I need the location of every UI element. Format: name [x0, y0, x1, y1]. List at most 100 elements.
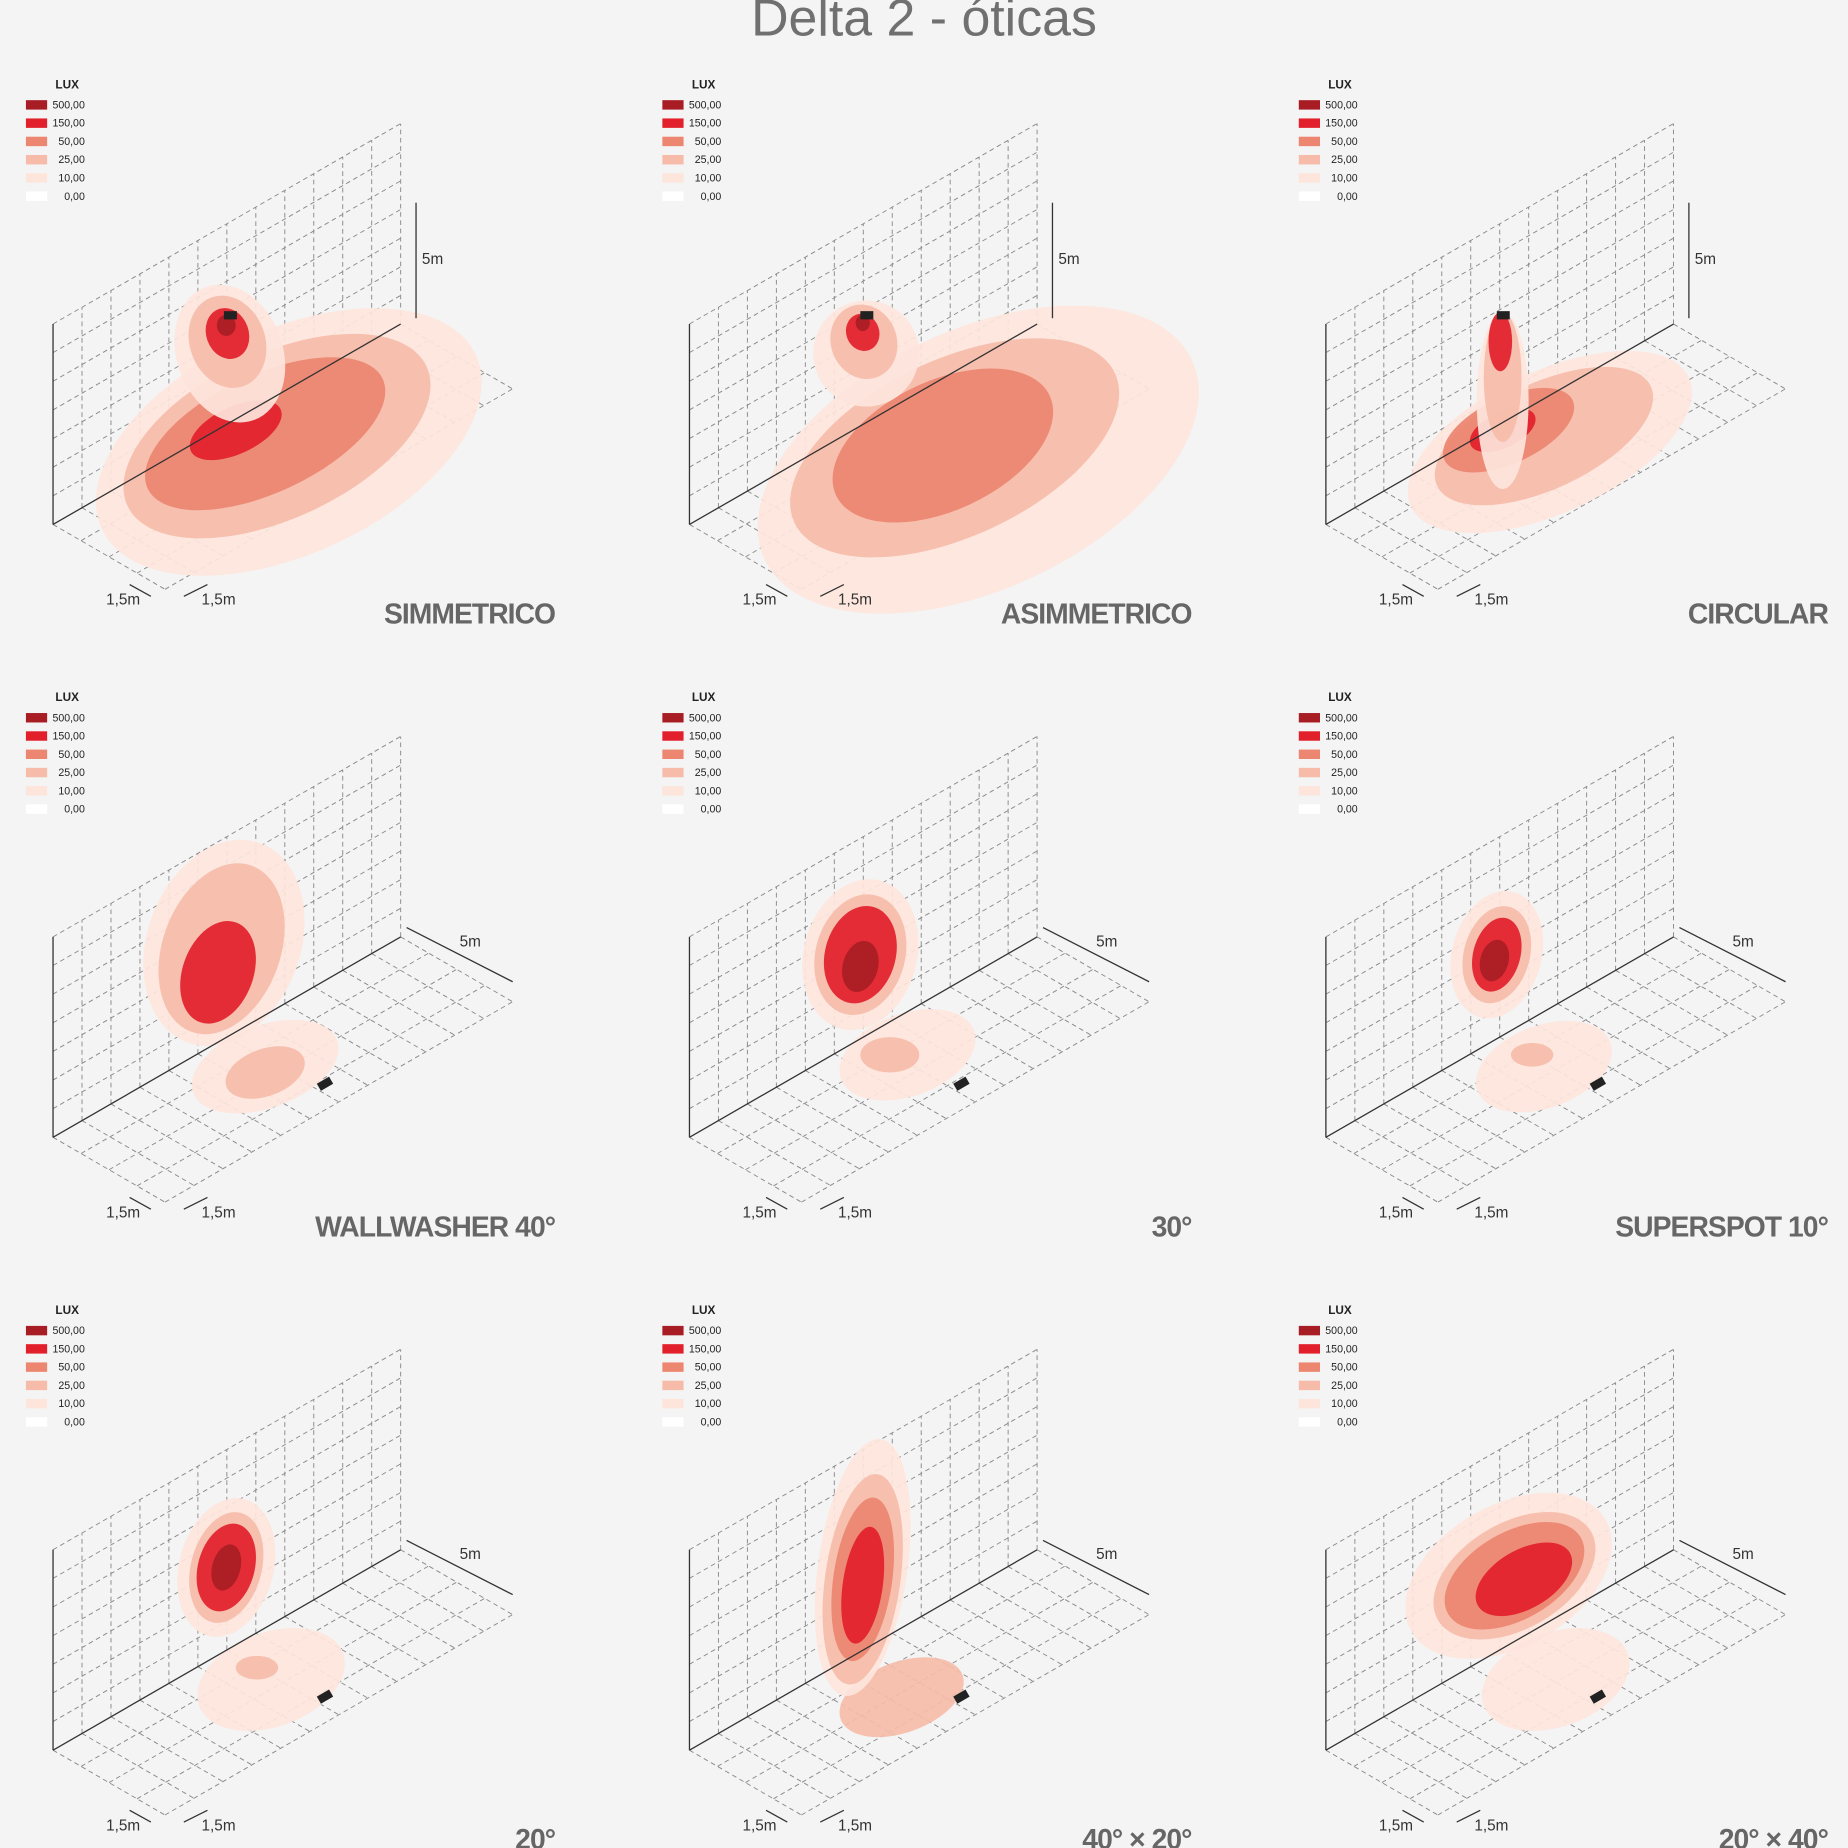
- legend-title: LUX: [55, 691, 79, 704]
- wall-grid-line: [1325, 736, 1674, 938]
- legend-label: 50,00: [58, 136, 85, 148]
- floor-grid-line: [805, 1070, 918, 1136]
- dimension-tick: [183, 583, 208, 597]
- floor-grid-line: [1354, 1733, 1468, 1799]
- height-label: 5m: [1733, 933, 1754, 950]
- floor-grid-line: [1354, 1120, 1468, 1186]
- floor-grid-line: [863, 1036, 976, 1103]
- wall-base: [689, 323, 1038, 526]
- floor-grid-line: [1383, 1716, 1497, 1783]
- floor-grid-line: [689, 1136, 802, 1203]
- height-arrow: [1679, 926, 1786, 983]
- panel-name: 20° × 40°: [1719, 1823, 1829, 1848]
- legend-swatch: [1298, 100, 1320, 110]
- depth-label: 1,5m: [202, 1817, 236, 1834]
- legend-label: 500,00: [52, 99, 85, 111]
- floor-grid-line: [747, 1716, 860, 1783]
- floor-grid-line: [805, 1682, 918, 1749]
- wall-base: [52, 936, 401, 1138]
- legend-swatch: [25, 173, 48, 183]
- legend-label: 0,00: [1337, 1416, 1358, 1428]
- panel-name: 30°: [1152, 1210, 1193, 1242]
- legend-label: 0,00: [701, 804, 722, 816]
- floor-grid-line: [1586, 986, 1699, 1053]
- legend-label: 0,00: [64, 191, 85, 203]
- legend-label: 500,00: [52, 712, 85, 724]
- wall-grid-line: [1325, 151, 1674, 354]
- floor-grid-line: [1036, 1549, 1150, 1616]
- legend-label: 150,00: [1325, 118, 1358, 130]
- legend-swatch: [25, 118, 48, 128]
- panel: 5m 1,5m 1,5m 40° × 20° LUX 500,00 150,00 50,00 2…: [662, 1304, 1193, 1848]
- legend-swatch: [662, 1417, 684, 1427]
- legend-label: 10,00: [695, 1398, 722, 1410]
- floor-grid-line: [110, 1103, 224, 1170]
- floor-grid-line: [52, 1136, 166, 1203]
- panel: 5m 1,5m 1,5m 20° LUX 500,00 150,00 50,00 25,00 10…: [25, 1304, 557, 1848]
- wall-grid-line: [689, 736, 1038, 938]
- dimension-tick: [129, 584, 152, 597]
- legend-title: LUX: [1328, 691, 1352, 704]
- legend-label: 25,00: [58, 154, 85, 166]
- legend-label: 150,00: [52, 118, 85, 130]
- legend-title: LUX: [1328, 1304, 1352, 1317]
- dimension-tick: [1402, 1196, 1425, 1210]
- legend-swatch: [1298, 1380, 1320, 1391]
- light-pool: [197, 1627, 345, 1731]
- height-arrow: [406, 926, 513, 983]
- floor-grid-line: [1007, 953, 1121, 1019]
- legend-title: LUX: [1328, 78, 1352, 91]
- legend-label: 500,00: [1325, 1325, 1358, 1337]
- fixture: [953, 1076, 970, 1091]
- floor-grid-line: [1325, 1136, 1439, 1203]
- wall-grid-line: [52, 736, 401, 938]
- floor-grid-line: [718, 1120, 831, 1186]
- wall-grid-line: [1325, 1377, 1674, 1579]
- floor-grid-line: [255, 1632, 369, 1699]
- legend-label: 500,00: [52, 1325, 85, 1337]
- legend-label: 0,00: [1337, 191, 1358, 203]
- width-label: 1,5m: [1379, 1204, 1413, 1221]
- legend-label: 25,00: [1331, 154, 1358, 166]
- floor-grid-line: [1383, 490, 1497, 557]
- floor-grid-line: [400, 936, 513, 1003]
- floor-grid-line: [834, 1053, 947, 1120]
- floor-grid-line: [342, 1582, 455, 1649]
- floor-grid-line: [1557, 1003, 1670, 1069]
- fixture: [1589, 1076, 1607, 1091]
- wall-grid-line: [52, 1348, 401, 1551]
- legend-swatch: [25, 1362, 48, 1372]
- floor-grid-line: [1499, 1036, 1612, 1103]
- floor-grid-line: [801, 1614, 1150, 1816]
- legend-label: 10,00: [695, 173, 722, 185]
- light-pool: [1479, 939, 1510, 982]
- wall-grid-line: [52, 151, 401, 354]
- floor-grid-line: [284, 1003, 397, 1069]
- legend-label: 500,00: [1325, 99, 1358, 111]
- floor-grid-line: [978, 969, 1092, 1036]
- depth-label: 1,5m: [202, 1204, 236, 1221]
- legend-label: 10,00: [1331, 785, 1358, 797]
- legend-swatch: [662, 118, 684, 128]
- legend-swatch: [1298, 173, 1320, 183]
- panel: 5m 1,5m 1,5m 30° LUX 500,00 150,00 50,00 25,00 10…: [662, 691, 1193, 1242]
- legend-title: LUX: [692, 691, 716, 704]
- depth-label: 1,5m: [1474, 592, 1508, 609]
- depth-label: 1,5m: [1474, 1817, 1508, 1834]
- legend-label: 150,00: [689, 1343, 722, 1355]
- legend-swatch: [1298, 713, 1320, 723]
- legend-label: 150,00: [689, 118, 722, 130]
- wall-base: [689, 1549, 1038, 1751]
- legend-swatch: [1298, 804, 1320, 814]
- legend-label: 500,00: [689, 712, 722, 724]
- legend-swatch: [25, 731, 48, 741]
- floor-grid-line: [1673, 323, 1786, 390]
- wall-grid-line: [1325, 1348, 1674, 1551]
- width-label: 1,5m: [743, 1204, 777, 1221]
- floor-grid-line: [342, 969, 455, 1036]
- legend-swatch: [25, 191, 48, 201]
- wall-grid-line: [1325, 180, 1674, 382]
- legend-swatch: [662, 100, 684, 110]
- legend-label: 10,00: [1331, 173, 1358, 185]
- panel: 5m 1,5m 1,5m SIMMETRICO LUX 500,00 150,00 50,00…: [25, 78, 556, 629]
